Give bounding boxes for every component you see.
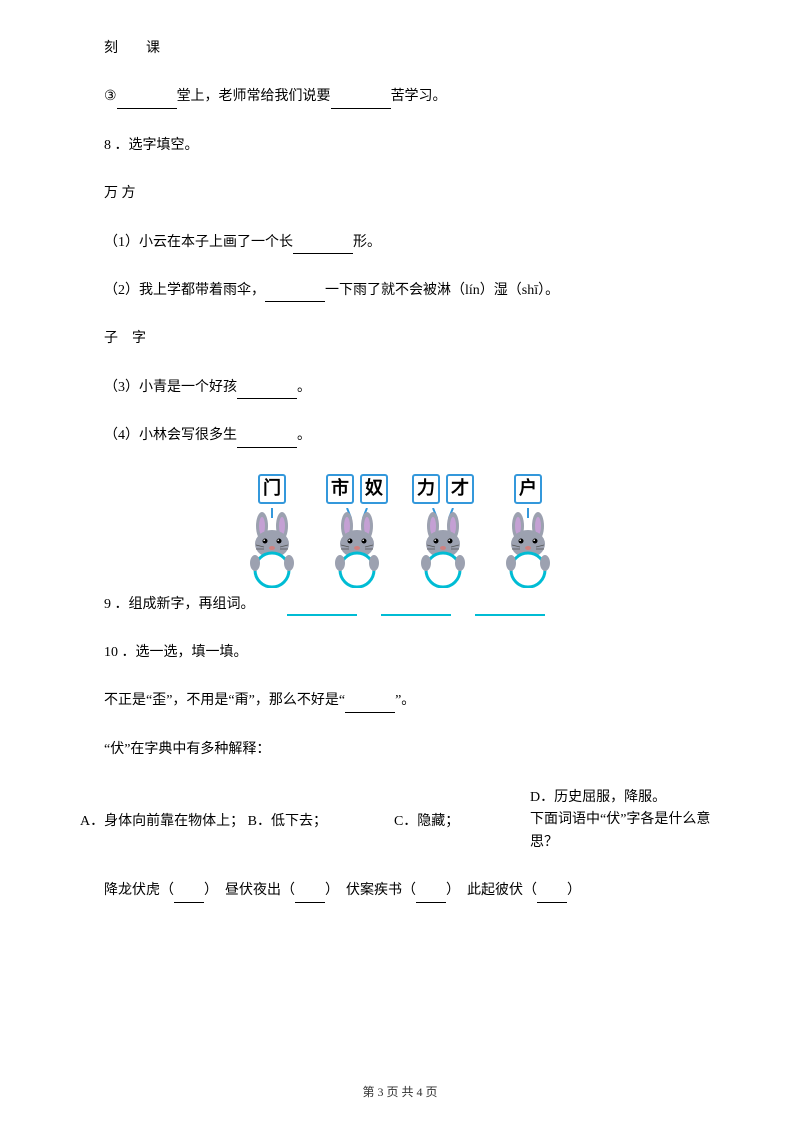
char-box: 市 (326, 474, 354, 504)
wan-fang: 万 方 (80, 183, 720, 205)
q10-title: 10 ．选一选，填一填。 (80, 642, 720, 664)
char-box: 门 (258, 474, 286, 504)
q3-mid: 堂上，老师常给我们说要 (177, 89, 331, 104)
blank (237, 382, 297, 399)
idiom-c: ） 伏案疾书（ (325, 883, 416, 898)
q8-2b: 一下雨了就不会被淋（lín）湿（shī）。 (325, 283, 559, 298)
rabbit-3: 力 才 (412, 474, 474, 588)
q8-title: 8 ．选字填空。 (80, 135, 720, 157)
q10-text: 不正是“歪”，不用是“甭”，那么不好是“ (104, 693, 345, 708)
blank (117, 92, 177, 109)
idiom-a: 降龙伏虎（ (104, 883, 174, 898)
q8-4: （4）小林会写很多生 。 (80, 425, 720, 447)
rabbit-icon (327, 508, 387, 588)
idiom-b: ） 昼伏夜出（ (204, 883, 295, 898)
q9-text: 9 ．组成新字，再组词。 (104, 594, 255, 616)
blank-cyan (475, 602, 545, 616)
rabbits-diagram: 门 (80, 474, 720, 588)
blank (293, 237, 353, 254)
blank (237, 431, 297, 448)
char-box: 奴 (360, 474, 388, 504)
zi-zi: 子 字 (80, 328, 720, 350)
char-box: 户 (514, 474, 542, 504)
idiom-d: ） 此起彼伏（ (446, 883, 537, 898)
rabbit-4: 户 (498, 474, 558, 588)
q10-line: 不正是“歪”，不用是“甭”，那么不好是“ ”。 (80, 690, 720, 712)
opt-b: B．低下去； (248, 814, 327, 829)
opt-c: C．隐藏； (394, 814, 459, 829)
rabbit-1: 门 (242, 474, 302, 588)
blank-cyan (381, 602, 451, 616)
opt-d: D．历史屈服，降服。 (530, 787, 720, 809)
q8-4b: 。 (297, 428, 311, 443)
opt-a: A．身体向前靠在物体上； (80, 814, 244, 829)
blank (537, 886, 567, 903)
q8-2: （2）我上学都带着雨伞， 一下雨了就不会被淋（lín）湿（shī）。 (80, 280, 720, 302)
q8-3: （3）小青是一个好孩 。 (80, 377, 720, 399)
q3-prefix: ③ (104, 89, 117, 104)
char-box: 才 (446, 474, 474, 504)
rabbit-icon (413, 508, 473, 588)
q9: 9 ．组成新字，再组词。 (80, 594, 720, 616)
rabbit-icon (498, 508, 558, 588)
rabbit-icon (242, 508, 302, 588)
q8-4a: （4）小林会写很多生 (104, 428, 237, 443)
q-circle-3: ③ 堂上，老师常给我们说要 苦学习。 (80, 86, 720, 108)
fu-options: A．身体向前靠在物体上； B．低下去； C．隐藏； D．历史屈服，降服。 下面词… (80, 787, 720, 854)
blank (345, 696, 395, 713)
opt-tail: 下面词语中“伏”字各是什么意思？ (530, 809, 720, 854)
q8-3b: 。 (297, 380, 311, 395)
idiom-e: ） (567, 883, 581, 898)
blank (331, 92, 391, 109)
rabbit-2: 市 奴 (326, 474, 388, 588)
blank (174, 886, 204, 903)
q8-1: （1）小云在本子上画了一个长 形。 (80, 232, 720, 254)
q8-2a: （2）我上学都带着雨伞， (104, 283, 265, 298)
fu-intro: “伏”在字典中有多种解释： (80, 739, 720, 761)
line-ke-ke: 刻 课 (80, 38, 720, 60)
idioms: 降龙伏虎（ ） 昼伏夜出（ ） 伏案疾书（ ） 此起彼伏（ ） (80, 880, 720, 902)
blank (265, 286, 325, 303)
q10-end: ”。 (395, 693, 415, 708)
q8-3a: （3）小青是一个好孩 (104, 380, 237, 395)
blank (295, 886, 325, 903)
q8-1b: 形。 (353, 235, 381, 250)
q8-1a: （1）小云在本子上画了一个长 (104, 235, 293, 250)
blank (416, 886, 446, 903)
page-footer: 第 3 页 共 4 页 (0, 1083, 800, 1102)
blank-cyan (287, 602, 357, 616)
char-box: 力 (412, 474, 440, 504)
q3-end: 苦学习。 (391, 89, 447, 104)
